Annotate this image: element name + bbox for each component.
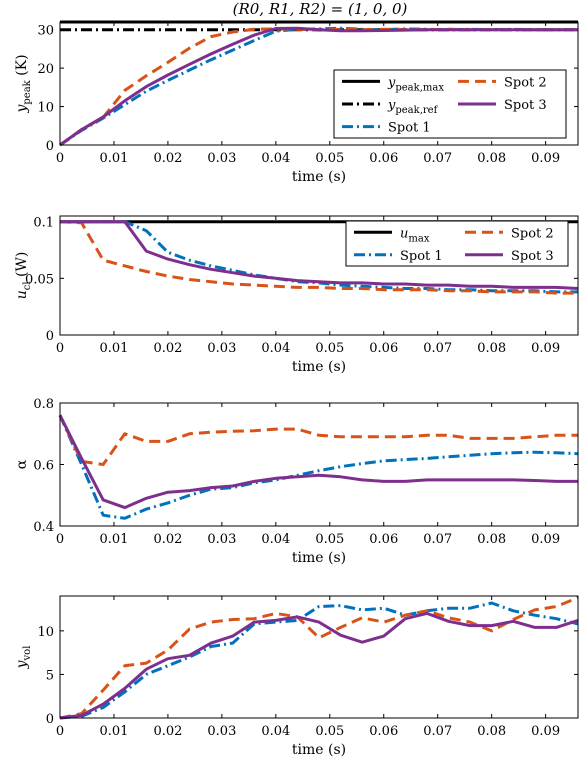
series-line-spot-2	[58, 414, 578, 466]
x-tick-label: 0.08	[477, 341, 506, 356]
x-tick-label: 0.05	[315, 724, 344, 739]
legend: ypeak,max ypeak,ref Spot 1 Spot 2 Spot 3	[333, 69, 567, 139]
x-tick-label: 0.08	[477, 724, 506, 739]
x-tick-label: 0.05	[315, 151, 344, 166]
y-tick-label: 10	[37, 101, 54, 116]
x-tick-label: 0.07	[423, 724, 452, 739]
y-tick-label: 0	[46, 712, 54, 727]
y-tick-label: 0.6	[33, 459, 54, 474]
x-tick-label: 0.02	[153, 532, 182, 547]
x-tick-label: 0	[56, 532, 64, 547]
x-tick-label: 0.02	[153, 341, 182, 356]
chart-panel-1: 0 0.01 0.02 0.03 0.04 0.05 0.06 0.07 0.08 0.09 0 10…	[14, 20, 579, 185]
y-tick-label: 10	[37, 625, 54, 640]
legend-entry: Spot 1	[400, 249, 443, 264]
y-tick-label: 20	[37, 62, 54, 77]
chart-panel-3: 0 0.01 0.02 0.03 0.04 0.05 0.06 0.07 0.08 0.09 0.4…	[14, 397, 579, 566]
y-tick-label: 0	[46, 139, 54, 154]
x-tick-label: 0.04	[261, 532, 290, 547]
x-tick-label: 0.07	[423, 532, 452, 547]
x-tick-label: 0.09	[531, 151, 560, 166]
axes-box	[59, 21, 579, 146]
x-tick-label: 0	[56, 341, 64, 356]
y-tick-label: 30	[37, 24, 54, 39]
x-tick-label: 0.04	[261, 724, 290, 739]
series-line-spot-1	[59, 601, 579, 720]
y-axis-label: yvol	[14, 646, 33, 670]
y-tick-label: 0.05	[25, 272, 54, 287]
y-tick-label: 5	[46, 668, 54, 683]
x-tick-label: 0.02	[153, 151, 182, 166]
x-tick-label: 0.06	[369, 151, 398, 166]
y-tick-label: 0.8	[33, 397, 54, 412]
x-tick-label: 0.04	[261, 341, 290, 356]
x-tick-label: 0.07	[423, 341, 452, 356]
y-tick-label: 0	[46, 329, 54, 344]
x-tick-label: 0.01	[99, 724, 128, 739]
legend-entry: umax	[400, 226, 430, 244]
x-tick-label: 0	[56, 151, 64, 166]
legend-entry: ypeak,ref	[387, 98, 439, 116]
series-line-spot-3	[60, 220, 579, 290]
x-tick-label: 0.09	[531, 724, 560, 739]
series-line-spot-2	[59, 596, 579, 720]
x-tick-label: 0.03	[207, 341, 236, 356]
y-tick-label: 0.1	[33, 216, 54, 231]
chart-panel-2: 0 0.01 0.02 0.03 0.04 0.05 0.06 0.07 0.08 0.09 0 0.…	[14, 215, 579, 375]
legend-entry: Spot 2	[504, 75, 547, 90]
x-tick-label: 0	[56, 724, 64, 739]
axes-box	[59, 595, 579, 719]
x-axis-label: time (s)	[292, 550, 346, 566]
x-tick-label: 0.01	[99, 532, 128, 547]
series-line-spot-1	[58, 414, 579, 520]
x-tick-label: 0.01	[99, 341, 128, 356]
x-tick-label: 0.06	[369, 532, 398, 547]
x-tick-label: 0.09	[531, 532, 560, 547]
legend-box	[345, 220, 569, 267]
x-axis-label: time (s)	[292, 359, 346, 375]
x-tick-label: 0.05	[315, 341, 344, 356]
x-tick-label: 0.03	[207, 724, 236, 739]
legend-entry: Spot 3	[504, 98, 547, 113]
axes-box	[59, 215, 579, 336]
y-axis-label: ucl (W)	[14, 252, 33, 300]
figure-title: (R0, R1, R2) = (1, 0, 0)	[233, 0, 408, 18]
series-line-spot-3	[59, 26, 578, 147]
series-line-spot-3	[59, 611, 579, 720]
legend: umax Spot 1 Spot 2 Spot 3	[345, 220, 569, 267]
y-axis-label: α	[14, 459, 30, 469]
series-line-spot-2	[59, 220, 578, 295]
x-tick-label: 0.05	[315, 532, 344, 547]
x-tick-label: 0.08	[477, 151, 506, 166]
legend-entry: Spot 3	[511, 249, 554, 264]
legend-entry: ypeak,max	[387, 75, 444, 93]
x-tick-label: 0.07	[423, 151, 452, 166]
x-tick-label: 0.04	[261, 151, 290, 166]
series-line-spot-3	[58, 414, 578, 510]
axes-box	[59, 402, 579, 527]
x-tick-label: 0.08	[477, 532, 506, 547]
x-tick-label: 0.03	[207, 532, 236, 547]
chart-panel-4: 0 0.01 0.02 0.03 0.04 0.05 0.06 0.07 0.08 0.09 0 5 1…	[14, 595, 579, 758]
x-tick-label: 0.06	[369, 724, 398, 739]
x-tick-label: 0.06	[369, 341, 398, 356]
x-tick-label: 0.03	[207, 151, 236, 166]
legend-entry: Spot 1	[388, 121, 431, 136]
x-tick-label: 0.09	[531, 341, 560, 356]
x-tick-label: 0.02	[153, 724, 182, 739]
x-axis-label: time (s)	[292, 169, 346, 185]
y-axis-label: ypeak (K)	[14, 54, 33, 113]
x-axis-label: time (s)	[292, 742, 346, 758]
y-tick-label: 0.4	[33, 520, 54, 535]
x-tick-label: 0.01	[99, 151, 128, 166]
legend-entry: Spot 2	[511, 226, 554, 241]
